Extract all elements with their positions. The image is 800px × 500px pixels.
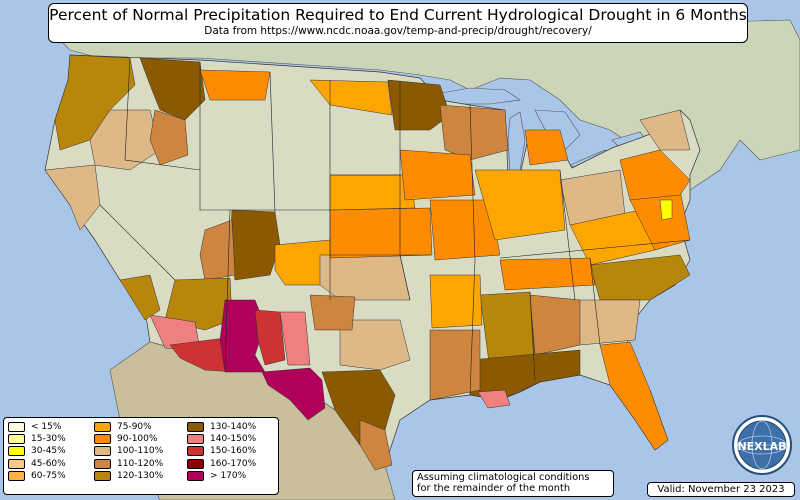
region-nm-central xyxy=(254,309,286,366)
region-west-texas xyxy=(261,367,326,421)
legend-item: < 15% xyxy=(8,421,66,433)
region-new-mexico xyxy=(219,299,266,373)
legend-item: 90-100% xyxy=(94,433,163,445)
legend-swatch xyxy=(94,422,111,433)
map-title: Percent of Normal Precipitation Required… xyxy=(49,6,747,24)
legend-swatch xyxy=(8,422,25,433)
globe-logo-icon: NEXLAB xyxy=(732,415,792,475)
state-borders xyxy=(99,57,691,396)
drought-regions xyxy=(44,54,691,471)
region-arizona-north xyxy=(164,277,233,331)
region-michigan xyxy=(524,129,569,166)
region-new-orleans xyxy=(477,389,511,409)
legend-item: 140-150% xyxy=(187,433,256,445)
legend-label: 100-110% xyxy=(117,446,164,457)
region-alabama xyxy=(529,294,581,356)
legend-swatch xyxy=(8,470,25,481)
legend-swatch xyxy=(8,446,25,457)
legend-swatch xyxy=(94,434,111,445)
legend-label: 75-90% xyxy=(117,422,152,433)
region-utah xyxy=(199,219,236,281)
legend-label: 45-60% xyxy=(31,458,66,469)
legend-column-2: 75-90% 90-100% 100-110% 110-120% 120-130% xyxy=(94,421,163,482)
region-idaho-south xyxy=(149,109,189,166)
legend-item: 160-170% xyxy=(187,458,256,470)
legend-item: 150-160% xyxy=(187,445,256,457)
region-arizona-south xyxy=(169,337,236,373)
legend-item: 130-140% xyxy=(187,421,256,433)
legend-item: 60-75% xyxy=(8,470,66,482)
legend-swatch xyxy=(94,446,111,457)
legend-swatch xyxy=(187,446,204,457)
legend-item: > 170% xyxy=(187,470,256,482)
region-carolinas xyxy=(589,254,691,301)
legend-column-3: 130-140% 140-150% 150-160% 160-170% > 170% xyxy=(187,421,256,482)
logo-text: NEXLAB xyxy=(737,440,786,453)
legend-label: 60-75% xyxy=(31,470,66,481)
region-plains-north xyxy=(309,79,393,116)
note-line-2: for the remainder of the month xyxy=(417,483,571,494)
region-nm-east xyxy=(279,311,311,366)
legend-label: 130-140% xyxy=(210,422,257,433)
legend-item: 30-45% xyxy=(8,445,66,457)
region-tennessee xyxy=(499,257,596,291)
legend-label: 160-170% xyxy=(210,458,257,469)
assumption-note: Assuming climatological conditions for t… xyxy=(412,470,614,497)
legend-swatch xyxy=(8,434,25,445)
legend-swatch xyxy=(187,422,204,433)
legend-label: 150-160% xyxy=(210,446,257,457)
region-arkansas xyxy=(429,274,483,329)
region-georgia xyxy=(574,299,641,346)
region-texas-south xyxy=(359,419,393,471)
region-texas-north xyxy=(339,319,411,371)
legend-item: 15-30% xyxy=(8,433,66,445)
map-subtitle: Data from https://www.ncdc.noaa.gov/temp… xyxy=(204,25,592,37)
region-panhandle xyxy=(309,294,356,331)
region-missouri xyxy=(429,199,501,261)
region-great-basin xyxy=(44,164,101,231)
legend-label: 90-100% xyxy=(117,434,158,445)
legend-swatch xyxy=(94,470,111,481)
canada-landmass xyxy=(59,19,800,191)
legend-item: 45-60% xyxy=(8,458,66,470)
region-oklahoma xyxy=(319,254,411,301)
region-delmarva xyxy=(659,199,673,221)
legend-label: > 170% xyxy=(210,470,247,481)
note-line-1: Assuming climatological conditions xyxy=(417,472,590,483)
legend-swatch xyxy=(187,470,204,481)
legend-label: 15-30% xyxy=(31,434,66,445)
legend-column-1: < 15% 15-30% 30-45% 45-60% 60-75% xyxy=(8,421,66,482)
legend-item: 110-120% xyxy=(94,458,163,470)
region-iowa xyxy=(399,149,476,201)
region-nebraska xyxy=(329,174,416,211)
legend-swatch xyxy=(187,458,204,469)
legend-swatch xyxy=(94,458,111,469)
legend-label: 30-45% xyxy=(31,446,66,457)
legend-item: 75-90% xyxy=(94,421,163,433)
region-minnesota xyxy=(387,79,451,131)
region-montana-east xyxy=(199,69,271,101)
valid-date: Valid: November 23 2023 xyxy=(647,482,795,497)
region-florida xyxy=(599,341,669,451)
legend-item: 100-110% xyxy=(94,445,163,457)
legend-swatch xyxy=(187,434,204,445)
legend: < 15% 15-30% 30-45% 45-60% 60-75% 75-90% 90-1… xyxy=(3,417,279,495)
legend-label: 120-130% xyxy=(117,470,164,481)
region-illinois-in xyxy=(474,169,566,241)
region-louisiana xyxy=(429,329,481,401)
region-socal xyxy=(119,274,161,321)
legend-label: 140-150% xyxy=(210,434,257,445)
region-northeast xyxy=(619,149,691,201)
region-new-england xyxy=(639,109,691,151)
legend-label: < 15% xyxy=(31,422,62,433)
legend-swatch xyxy=(8,458,25,469)
region-kansas xyxy=(329,207,433,259)
legend-item: 120-130% xyxy=(94,470,163,482)
title-box: Percent of Normal Precipitation Required… xyxy=(48,3,748,43)
legend-label: 110-120% xyxy=(117,458,164,469)
region-wisconsin xyxy=(439,104,509,161)
